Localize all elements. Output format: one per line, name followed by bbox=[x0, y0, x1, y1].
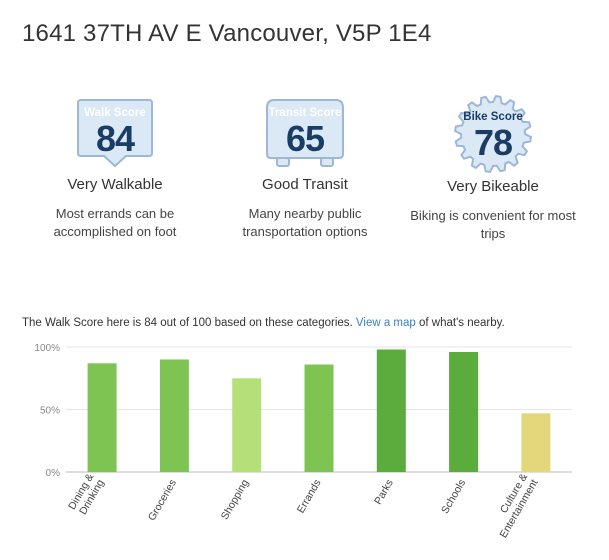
walk-score-description-line: accomplished on foot bbox=[53, 224, 177, 239]
transit-score-bus-icon bbox=[266, 99, 344, 167]
category-label-line: Errands bbox=[295, 478, 324, 516]
category-label: Shopping bbox=[219, 477, 252, 522]
summary-text-start: The Walk Score here is 84 out of 100 bas… bbox=[22, 317, 356, 329]
transit-score-label: Good Transit bbox=[262, 176, 348, 193]
category-label-line: Shopping bbox=[219, 477, 252, 522]
category-label: Schools bbox=[439, 478, 468, 516]
walk-score-icon bbox=[77, 99, 153, 168]
bar-groceries bbox=[159, 359, 189, 472]
category-label: Parks bbox=[372, 478, 396, 507]
category-label: Culture &Entertainment bbox=[487, 471, 541, 540]
category-label: Errands bbox=[295, 478, 324, 516]
transit-score-description-line: Many nearby public bbox=[248, 206, 362, 221]
bar-dining-drinking bbox=[87, 363, 117, 473]
transit-score-badge[interactable]: Transit Score 65 bbox=[264, 98, 346, 168]
y-tick-label: 100% bbox=[34, 343, 60, 354]
walk-score-section: Walk Score 84 Very Walkable Most errands… bbox=[20, 98, 210, 241]
category-label: Groceries bbox=[146, 478, 179, 523]
bike-score-description-line: Biking is convenient for most bbox=[410, 208, 576, 223]
bar-culture-entertainment bbox=[521, 413, 551, 473]
bar-schools bbox=[449, 352, 479, 472]
y-tick-label: 50% bbox=[40, 406, 60, 417]
bike-score-description: Biking is convenient for most trips bbox=[398, 207, 588, 243]
walk-score-title: Walk Score bbox=[84, 107, 146, 119]
view-map-link[interactable]: View a map bbox=[355, 317, 416, 329]
bar-shopping bbox=[232, 378, 262, 473]
bike-score-label: Very Bikeable bbox=[447, 178, 539, 195]
bike-score-section: Bike Score 78 Very Bikeable Biking is co… bbox=[398, 95, 588, 243]
category-label: Dining &Drinking bbox=[66, 471, 107, 518]
transit-score-description: Many nearby public transportation option… bbox=[210, 205, 400, 241]
category-label-line: Parks bbox=[372, 478, 396, 507]
walk-score-label: Very Walkable bbox=[67, 176, 163, 193]
bike-score-value: 78 bbox=[473, 122, 513, 163]
address-title: 1641 37TH AV E Vancouver, V5P 1E4 bbox=[22, 20, 432, 47]
walk-score-description: Most errands can be accomplished on foot bbox=[20, 205, 210, 241]
category-bar-chart: 0% 50% 100% Dining &Drinking Groceries Shopp… bbox=[34, 343, 572, 540]
bike-score-gear-icon bbox=[454, 95, 532, 173]
walk-score-description-line: Most errands can be bbox=[55, 206, 175, 221]
summary-text-end: of what's nearby. bbox=[415, 317, 505, 329]
walk-score-value: 84 bbox=[95, 118, 135, 159]
bike-score-description-line: trips bbox=[480, 226, 506, 241]
category-label-line: Groceries bbox=[146, 478, 179, 523]
y-tick-label: 0% bbox=[46, 468, 61, 479]
bar-errands bbox=[304, 364, 334, 472]
transit-score-title: Transit Score bbox=[268, 107, 342, 119]
bar-parks bbox=[376, 349, 406, 472]
bike-score-title: Bike Score bbox=[463, 111, 523, 123]
walk-score-badge[interactable]: Walk Score 84 bbox=[76, 98, 154, 168]
category-label-line: Schools bbox=[439, 478, 468, 516]
transit-score-description-line: transportation options bbox=[242, 224, 368, 239]
bike-score-badge[interactable]: Bike Score 78 bbox=[453, 94, 533, 174]
transit-score-value: 65 bbox=[285, 118, 325, 159]
transit-score-section: Transit Score 65 Good Transit Many nearb… bbox=[210, 98, 400, 241]
summary-text: The Walk Score here is 84 out of 100 bas… bbox=[22, 317, 505, 329]
